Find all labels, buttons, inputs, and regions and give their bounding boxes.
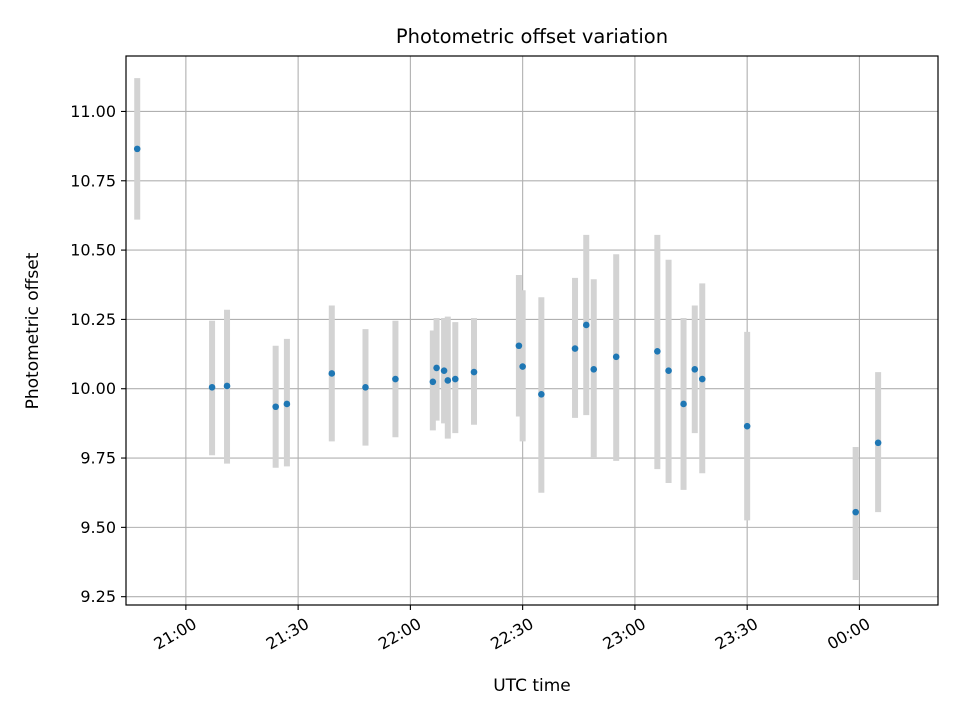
y-tick-label: 11.00: [70, 102, 116, 121]
data-point: [362, 384, 369, 391]
data-point: [451, 375, 459, 383]
y-tick-label: 10.25: [70, 310, 116, 329]
data-point: [223, 382, 231, 390]
data-point: [743, 422, 751, 430]
data-point: [444, 377, 452, 384]
data-point: [392, 375, 399, 383]
data-point: [874, 439, 882, 447]
data-point: [133, 145, 141, 153]
y-tick-label: 9.25: [80, 587, 116, 606]
y-tick-label: 10.00: [70, 379, 116, 398]
y-tick-label: 9.75: [80, 449, 116, 468]
chart-title: Photometric offset variation: [396, 25, 668, 48]
data-point: [582, 321, 590, 329]
y-tick-label: 10.75: [70, 171, 116, 190]
data-point: [470, 368, 478, 376]
data-point: [691, 366, 699, 373]
data-point: [852, 508, 859, 516]
data-point: [272, 403, 279, 411]
data-point: [680, 400, 687, 408]
data-point: [612, 353, 620, 361]
y-tick-label: 10.50: [70, 241, 116, 260]
data-point: [571, 345, 579, 352]
x-axis-title: UTC time: [493, 676, 571, 696]
data-point: [328, 370, 336, 377]
data-point: [665, 367, 672, 375]
y-axis-title: Photometric offset: [23, 252, 43, 409]
data-point: [515, 342, 523, 350]
y-axis-ticks: 9.25 9.50 9.75 10.00 10.25 10.50 10.75 11.00: [70, 102, 126, 606]
data-points: [133, 145, 882, 516]
y-tick-label: 9.50: [80, 518, 116, 537]
data-point: [283, 400, 291, 408]
data-point: [440, 367, 448, 375]
data-point: [433, 364, 440, 372]
data-point: [698, 375, 706, 383]
grid: [126, 56, 938, 605]
data-point: [208, 384, 216, 391]
data-point: [429, 378, 437, 386]
data-point: [654, 347, 661, 355]
data-point: [519, 363, 526, 370]
plot-frame: [125, 55, 939, 606]
data-point: [538, 390, 545, 398]
data-point: [590, 366, 598, 373]
